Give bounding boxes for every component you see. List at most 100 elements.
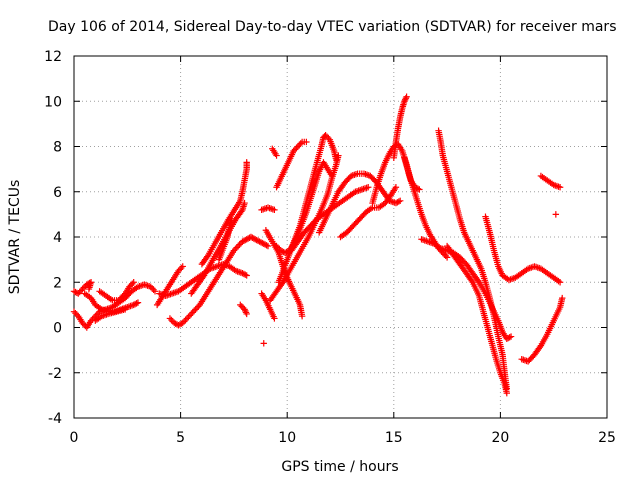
- series-arc-21: [258, 204, 278, 214]
- data-point: [175, 322, 182, 329]
- data-point: [171, 319, 178, 327]
- data-point: [182, 316, 189, 324]
- y-tick-label: -4: [48, 411, 62, 427]
- data-point: [176, 266, 184, 273]
- data-point: [253, 236, 260, 244]
- data-point: [242, 236, 249, 244]
- data-point: [79, 319, 86, 327]
- data-point: [506, 334, 513, 341]
- data-point: [283, 248, 290, 256]
- data-point: [365, 184, 372, 191]
- data-point: [199, 273, 207, 281]
- series-arc-27: [401, 154, 451, 261]
- data-point: [70, 288, 78, 295]
- x-tick-label: 10: [278, 430, 296, 446]
- data-point: [403, 93, 410, 100]
- data-point: [240, 237, 248, 244]
- series-arc-24: [337, 184, 400, 241]
- series-arc-10: [198, 159, 250, 268]
- y-axis-label: SDTVAR / TECUs: [7, 180, 23, 295]
- data-point: [134, 299, 142, 306]
- data-point: [179, 319, 186, 327]
- data-point: [474, 277, 482, 284]
- data-point: [274, 244, 282, 251]
- data-point: [503, 389, 510, 397]
- data-point: [273, 152, 280, 159]
- data-point: [396, 197, 404, 204]
- y-tick-label: 10: [44, 94, 62, 110]
- data-point: [73, 311, 81, 318]
- grid: [74, 56, 607, 418]
- data-point: [230, 247, 238, 254]
- series-arc-16: [266, 152, 342, 304]
- y-tick-label: 2: [53, 275, 62, 291]
- data-point: [147, 283, 154, 290]
- data-point: [85, 285, 93, 293]
- data-point: [290, 147, 297, 155]
- data-point: [130, 301, 137, 309]
- data-point: [192, 306, 199, 313]
- data-point: [293, 144, 300, 152]
- y-tick-label: -2: [48, 366, 62, 382]
- data-point: [193, 304, 201, 312]
- data-point: [259, 239, 266, 247]
- data-point: [263, 242, 270, 249]
- data-point: [271, 206, 278, 214]
- data-point: [75, 290, 82, 297]
- data-point: [443, 254, 451, 261]
- x-tick-label: 20: [491, 430, 509, 446]
- data-point: [249, 234, 256, 241]
- data-point: [298, 312, 306, 320]
- data-point: [129, 280, 136, 287]
- data-point: [556, 279, 564, 286]
- data-point: [505, 334, 512, 342]
- data-point: [254, 237, 262, 244]
- series-arc-20: [269, 145, 280, 159]
- data-point: [294, 143, 302, 150]
- x-axis-label: GPS time / hours: [281, 459, 398, 475]
- data-point: [80, 284, 88, 291]
- data-point: [185, 313, 192, 321]
- data-point: [303, 138, 310, 146]
- data-point: [73, 289, 81, 297]
- series-arc-6: [153, 263, 186, 309]
- series-arc-26: [390, 93, 410, 162]
- data-point: [395, 198, 402, 205]
- data-point: [325, 135, 332, 142]
- tick-marks: [73, 55, 608, 419]
- series-arc-19: [273, 138, 310, 191]
- data-point: [241, 306, 248, 313]
- data-point: [133, 300, 140, 307]
- data-point: [271, 315, 278, 322]
- data-point: [401, 98, 408, 105]
- data-point: [260, 340, 267, 347]
- data-point: [239, 270, 246, 277]
- data-point: [402, 95, 410, 102]
- data-point: [242, 271, 249, 278]
- data-point: [72, 309, 79, 317]
- data-point: [166, 315, 174, 322]
- data-point: [291, 146, 299, 153]
- data-point: [322, 131, 329, 139]
- data-point: [172, 320, 179, 327]
- data-point: [392, 184, 400, 191]
- data-point: [240, 270, 248, 278]
- data-point: [552, 211, 560, 218]
- data-point: [150, 286, 157, 293]
- data-point: [234, 242, 242, 250]
- data-point: [121, 306, 129, 313]
- data-point: [77, 287, 85, 294]
- series-arc-15: [258, 290, 278, 322]
- data-point: [387, 192, 394, 199]
- data-point: [195, 303, 202, 310]
- data-point: [130, 279, 137, 286]
- series-arc-11: [215, 215, 235, 263]
- data-point: [261, 241, 269, 248]
- data-point: [507, 333, 515, 340]
- series-arc-18: [273, 159, 336, 257]
- data-point: [257, 239, 265, 246]
- data-point: [252, 236, 259, 243]
- data-point: [243, 159, 250, 166]
- y-tick-label: 6: [53, 185, 62, 201]
